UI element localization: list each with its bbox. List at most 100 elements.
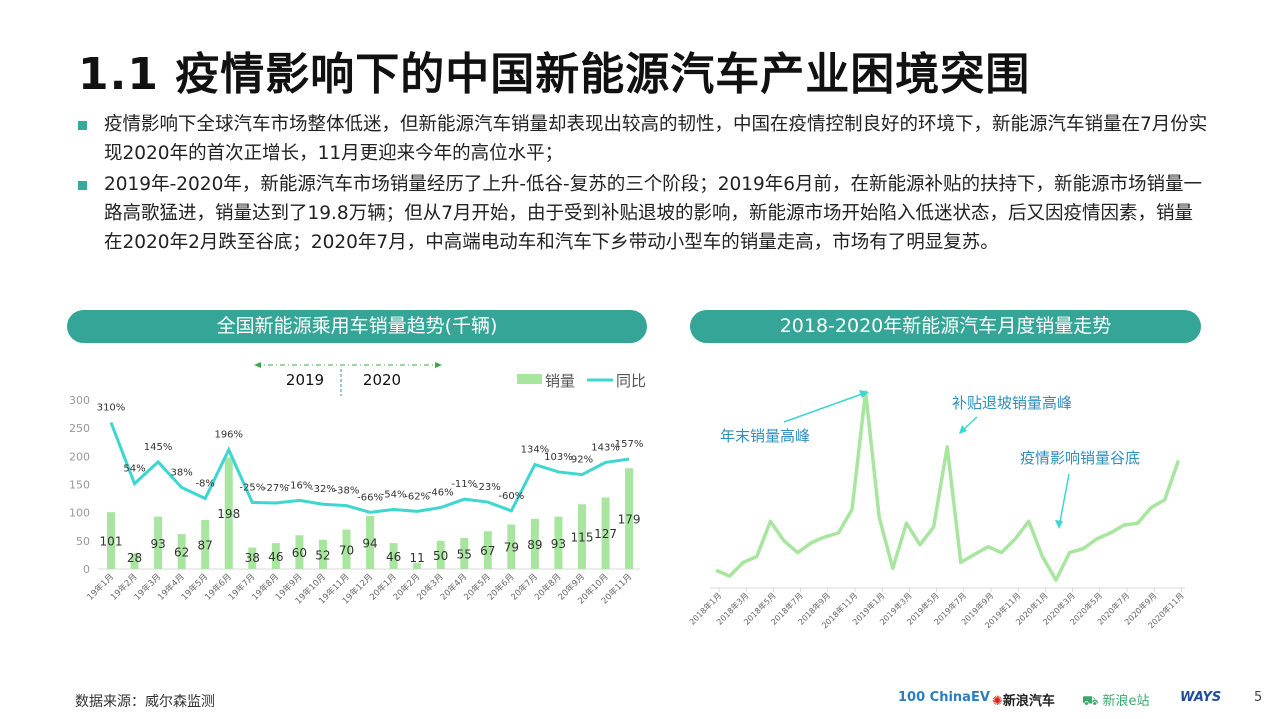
arrow-head-icon [1055,520,1063,529]
y-tick-label: 50 [76,535,90,548]
bar-value-label: 46 [386,550,401,564]
bar [530,518,539,569]
sales-line [715,390,1181,582]
bar-value-label: 46 [268,550,283,564]
bar-value-label: 198 [217,507,240,521]
bar-value-label: 50 [433,549,448,563]
bar-value-label: 79 [504,541,519,555]
y-tick-label: 0 [83,563,90,576]
bar [554,516,563,569]
bar-value-label: 11 [410,551,425,565]
line-value-label: -27% [263,483,289,494]
line-value-label: -11% [451,479,477,490]
page-title: 1.1 疫情影响下的中国新能源汽车产业困境突围 [78,49,1031,100]
y-tick-label: 300 [69,394,90,407]
annotation-arrow [962,416,978,431]
annotation-subsidy-peak: 补贴退坡销量高峰 [952,394,1072,412]
line-value-label: -60% [498,491,524,502]
bar-value-label: 55 [457,548,472,562]
line-value-label: 38% [171,467,193,478]
bar [436,540,445,569]
bar-value-label: 28 [127,551,142,565]
bar [224,457,233,569]
bullet-text: 疫情影响下全球汽车市场整体低迷，但新能源汽车销量却表现出较高的韧性，中国在疫情控… [104,114,1208,164]
right-chart-title: 2018-2020年新能源汽车月度销量走势 [690,310,1201,343]
bar-value-label: 70 [339,543,354,557]
bar-value-label: 93 [551,537,566,551]
bar [201,519,210,569]
legend-line-label: 同比 [616,372,646,390]
legend-bar-swatch [517,374,542,384]
bar-value-label: 60 [292,546,307,560]
sina-estation-logo: ⛟ 新浪e站 [1082,694,1150,709]
bar [578,504,586,569]
bar [130,553,139,569]
bar [601,497,610,569]
bar-value-label: 52 [315,548,330,562]
line-value-label: -66% [357,492,383,503]
line-value-label: 54% [123,464,145,475]
y-tick-label: 150 [69,479,90,492]
bar-value-label: 101 [100,535,123,549]
bar-value-label: 62 [174,546,189,560]
bar [413,562,422,569]
bar-value-label: 87 [198,538,213,552]
line-value-label: -16% [286,480,312,491]
bar [366,516,375,569]
bar [625,468,634,569]
legend-bar-label: 销量 [545,372,575,390]
y-tick-label: 250 [69,422,90,435]
line-value-label: 92% [571,455,593,466]
bar [483,531,492,569]
year-label-2019: 2019 [286,371,324,389]
bullet-item: 疫情影响下全球汽车市场整体低迷，但新能源汽车销量却表现出较高的韧性，中国在疫情控… [78,110,1208,168]
arrow-head-icon [959,425,967,434]
bar-value-label: 89 [527,538,542,552]
line-value-label: 310% [97,403,126,414]
ways-logo: WAYS [1180,690,1222,705]
line-value-label: -32% [310,484,336,495]
annotation-arrow [1059,473,1070,523]
bar-value-label: 127 [594,527,617,541]
bar-value-label: 67 [480,544,495,558]
bar [107,512,115,569]
bar [318,539,327,569]
bar [154,516,163,569]
annotation-year-end-peak: 年末销量高峰 [720,427,810,445]
bar-value-label: 93 [150,537,165,551]
bar [460,538,469,569]
bullet-square-icon [78,121,87,130]
bullet-list: 疫情影响下全球汽车市场整体低迷，但新能源汽车销量却表现出较高的韧性，中国在疫情控… [78,110,1208,259]
bullet-item: 2019年-2020年，新能源汽车市场销量经历了上升-低谷-复苏的三个阶段；20… [78,170,1208,257]
line-value-label: 143% [591,442,620,453]
bar-value-label: 179 [618,513,641,527]
arrow-head-icon [859,390,869,398]
year-label-2020: 2020 [363,371,401,389]
bullet-text: 2019年-2020年，新能源汽车市场销量经历了上升-低谷-复苏的三个阶段；20… [104,174,1203,253]
line-value-label: -46% [428,488,454,499]
line-value-label: 103% [544,452,573,463]
line-value-label: 145% [144,442,173,453]
annotation-pandemic-trough: 疫情影响销量谷底 [1020,449,1140,467]
data-source: 数据来源：威尔森监测 [75,694,215,710]
bar-value-label: 115 [571,531,594,545]
y-tick-label: 200 [69,450,90,463]
left-chart-title: 全国新能源乘用车销量趋势(千辆) [67,310,647,343]
line-value-label: 196% [214,430,243,441]
bar [389,543,398,569]
line-value-label: 157% [615,439,644,450]
arrow-left-icon [254,362,261,368]
bar [177,534,186,569]
line-value-label: -38% [334,486,360,497]
line-value-label: 134% [521,445,550,456]
bar [342,529,351,569]
yoy-line [109,421,630,514]
line-value-label: -23% [475,482,501,493]
line-value-label: -25% [239,483,265,494]
arrow-right-icon [435,362,442,368]
line-value-label: -54% [381,489,407,500]
bar [248,547,257,569]
bar [295,535,304,569]
line-value-label: -62% [404,491,430,502]
bar [507,524,516,569]
